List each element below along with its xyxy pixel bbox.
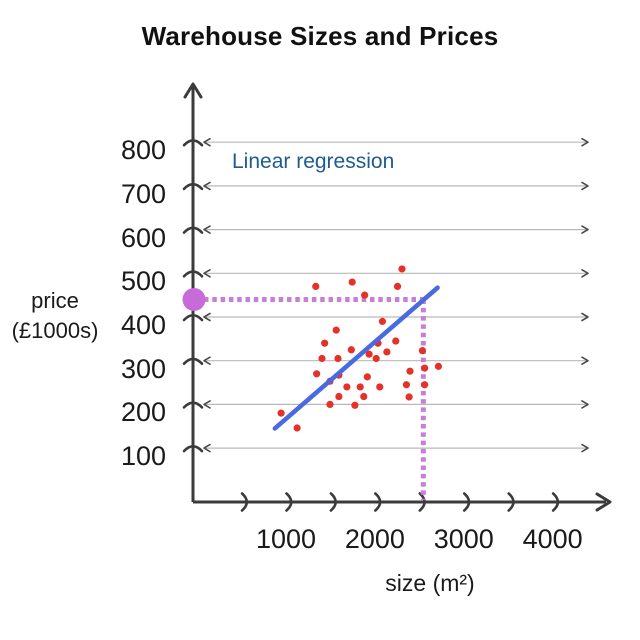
x-tick-mark	[551, 492, 560, 512]
data-point	[393, 282, 402, 291]
data-point	[326, 400, 334, 408]
gridline-right-tip-icon	[581, 400, 589, 409]
data-point	[356, 383, 364, 391]
gridline-left-tip-icon	[203, 225, 211, 234]
x-tick-mark	[329, 492, 337, 512]
x-axis-title: size (m²)	[385, 570, 475, 596]
y-axis-title-line2: (£1000s)	[11, 318, 99, 343]
data-point	[332, 326, 340, 334]
x-tick-mark	[285, 492, 293, 512]
y-tick-mark	[182, 270, 204, 278]
data-point	[363, 373, 371, 381]
gridline-left-tip-icon	[203, 269, 211, 278]
x-axis-arrow-icon	[595, 492, 612, 512]
data-point	[405, 393, 413, 401]
data-point	[313, 370, 321, 378]
data-point	[365, 350, 373, 358]
data-point	[421, 364, 429, 372]
y-tick-mark	[182, 357, 204, 365]
gridline-left-tip-icon	[203, 181, 211, 191]
prediction-price-marker	[182, 288, 206, 312]
data-point	[421, 381, 429, 389]
data-point	[312, 282, 320, 291]
gridline-left-tip-icon	[203, 356, 211, 365]
data-point	[434, 362, 443, 370]
gridline-left-tip-icon	[203, 400, 211, 409]
data-point	[361, 291, 369, 299]
data-point	[321, 339, 329, 347]
gridline-right-tip-icon	[581, 225, 589, 234]
data-point	[335, 392, 343, 401]
data-point	[383, 348, 391, 356]
x-tick-mark	[507, 492, 515, 512]
data-point	[402, 381, 411, 389]
data-point	[406, 367, 414, 375]
data-point	[360, 392, 368, 401]
gridline-right-tip-icon	[581, 312, 589, 322]
gridline-right-tip-icon	[581, 137, 589, 147]
gridline-left-tip-icon	[203, 312, 211, 322]
data-point	[372, 354, 380, 363]
data-point	[418, 347, 427, 355]
y-axis-arrow-icon	[183, 82, 203, 99]
data-point	[343, 383, 351, 391]
x-tick-mark	[240, 492, 249, 512]
data-point	[293, 424, 301, 432]
y-tick-mark	[182, 139, 204, 147]
regression-line	[272, 285, 440, 431]
y-tick-mark	[182, 445, 204, 453]
gridline-right-tip-icon	[581, 269, 589, 278]
y-tick-mark	[182, 401, 204, 409]
chart-title: Warehouse Sizes and Prices	[141, 21, 499, 51]
x-tick-mark	[418, 492, 426, 512]
y-axis-title-line1: price	[31, 288, 79, 313]
data-point	[347, 346, 355, 354]
regression-legend-label: Linear regression	[232, 150, 395, 173]
gridline-right-tip-icon	[581, 356, 589, 365]
gridline-left-tip-icon	[203, 443, 211, 453]
data-point	[334, 354, 342, 363]
data-point	[277, 409, 285, 417]
data-point	[351, 401, 359, 409]
gridline-right-tip-icon	[581, 443, 589, 453]
gridline-right-tip-icon	[581, 181, 589, 191]
data-point	[398, 265, 406, 273]
x-tick-mark	[374, 492, 382, 512]
y-axis-title: price (£1000s)	[0, 286, 110, 346]
y-tick-mark	[182, 182, 204, 191]
data-point	[318, 354, 326, 363]
data-point	[376, 383, 384, 391]
x-tick-mark	[462, 492, 471, 512]
y-tick-mark	[182, 226, 204, 234]
gridline-left-tip-icon	[203, 137, 211, 147]
y-tick-mark	[182, 313, 204, 322]
data-point	[348, 278, 356, 286]
data-point	[378, 317, 387, 325]
data-point	[392, 337, 400, 345]
